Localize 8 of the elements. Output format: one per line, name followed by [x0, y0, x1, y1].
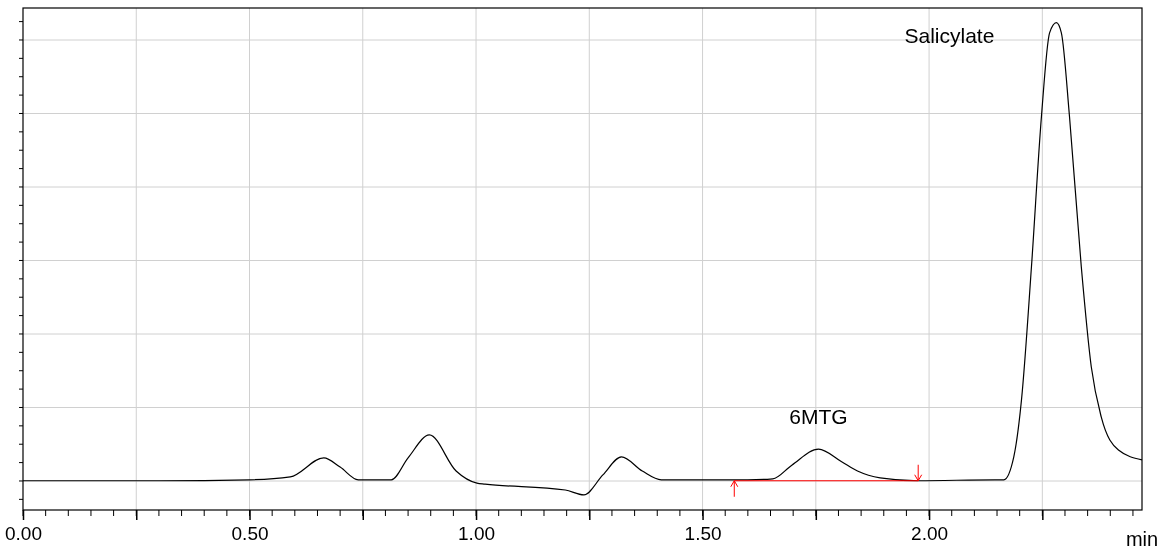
x-axis-title: min — [1125, 528, 1159, 550]
annotation: 6MTG — [789, 404, 848, 428]
x-tick-label: 0.50 — [231, 523, 269, 545]
x-tick-label: 1.50 — [684, 523, 722, 545]
x-tick-label: 2.00 — [911, 523, 949, 545]
x-tick-label: 0.00 — [5, 523, 42, 545]
annotation: Salicylate — [904, 24, 995, 48]
x-tick-label: 1.00 — [458, 523, 496, 545]
